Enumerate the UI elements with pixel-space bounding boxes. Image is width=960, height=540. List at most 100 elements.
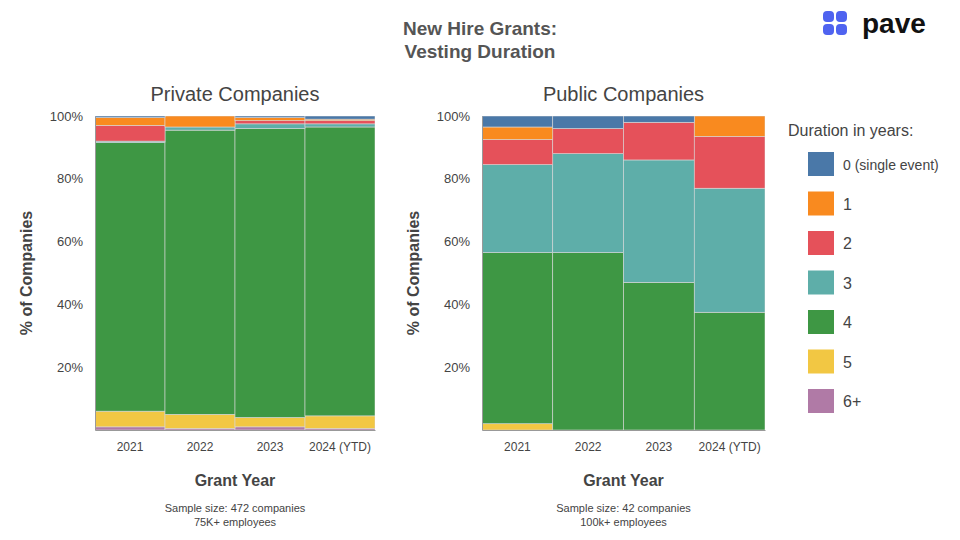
bar-segment bbox=[95, 411, 165, 427]
bar-segment bbox=[482, 253, 553, 424]
logo-dot bbox=[836, 24, 847, 35]
x-tick-label: 2024 (YTD) bbox=[309, 440, 371, 454]
chart: Private Companies 20% 40% 60% 80% 100% 2021 202… bbox=[18, 83, 376, 528]
x-tick-label: 2024 (YTD) bbox=[699, 440, 761, 454]
x-tick: 2024 (YTD) bbox=[699, 430, 761, 454]
bar-segment bbox=[235, 124, 305, 129]
bar-segment bbox=[235, 118, 305, 121]
title: Vesting Duration bbox=[405, 41, 556, 62]
y-tick: 60% bbox=[57, 234, 95, 249]
bar-segment bbox=[482, 424, 553, 430]
bar-segment bbox=[165, 130, 235, 414]
y-tick-label: 60% bbox=[444, 234, 470, 249]
bar-segment bbox=[624, 282, 695, 430]
y-axis: 20% 40% 60% 80% 100% bbox=[50, 109, 96, 431]
y-tick: 80% bbox=[444, 171, 482, 186]
logo-dot bbox=[823, 11, 834, 22]
y-tick-label: 40% bbox=[444, 297, 470, 312]
bar-segment bbox=[305, 124, 375, 127]
y-tick-label: 100% bbox=[437, 109, 471, 124]
y-axis-title: % of Companies bbox=[405, 211, 422, 336]
note: Sample size: 472 companies bbox=[165, 502, 306, 514]
bar-segment bbox=[482, 140, 553, 165]
x-tick-label: 2023 bbox=[646, 440, 673, 454]
logo-dot bbox=[836, 11, 847, 22]
y-axis: 20% 40% 60% 80% 100% bbox=[437, 109, 483, 431]
bar-segment bbox=[694, 188, 765, 312]
bar-segment bbox=[235, 116, 305, 118]
y-tick-label: 100% bbox=[50, 109, 84, 124]
bar-segment bbox=[95, 143, 165, 411]
legend-swatch bbox=[808, 310, 834, 334]
x-tick: 2021 bbox=[504, 430, 531, 454]
bar-segment bbox=[482, 165, 553, 253]
legend-label: 3 bbox=[843, 275, 852, 292]
y-tick: 80% bbox=[57, 171, 95, 186]
legend-swatch bbox=[808, 231, 834, 255]
title: New Hire Grants: bbox=[403, 18, 557, 39]
legend-swatch bbox=[808, 350, 834, 374]
bar-segment bbox=[235, 417, 305, 426]
y-axis-line bbox=[482, 117, 483, 431]
x-axis: 2021 2022 2023 2024 (YTD) bbox=[483, 430, 766, 454]
y-tick-label: 60% bbox=[57, 234, 83, 249]
bar-segment bbox=[305, 121, 375, 124]
legend-swatch bbox=[808, 389, 834, 413]
y-tick: 20% bbox=[57, 360, 95, 375]
x-tick-label: 2021 bbox=[117, 440, 144, 454]
bar-segment bbox=[482, 116, 553, 127]
legend-label: 6+ bbox=[843, 393, 861, 410]
x-axis-line bbox=[483, 430, 766, 431]
y-tick: 40% bbox=[444, 297, 482, 312]
bar-segment bbox=[165, 414, 235, 428]
x-tick-label: 2023 bbox=[257, 440, 284, 454]
bar-segment bbox=[305, 116, 375, 119]
bar-segment bbox=[694, 116, 765, 117]
y-tick-label: 20% bbox=[57, 360, 83, 375]
x-axis-title: Grant Year bbox=[195, 472, 276, 489]
y-tick: 20% bbox=[444, 360, 482, 375]
legend-swatch bbox=[808, 192, 834, 216]
x-tick-label: 2022 bbox=[187, 440, 214, 454]
bar-segment bbox=[694, 312, 765, 430]
y-tick: 100% bbox=[50, 109, 95, 124]
bars bbox=[482, 116, 765, 430]
x-axis-line bbox=[96, 430, 376, 431]
logo-text: pave bbox=[862, 8, 926, 39]
note: 100k+ employees bbox=[580, 516, 667, 528]
legend: Duration in years:0 (single event)123456… bbox=[788, 122, 939, 413]
legend-label: 4 bbox=[843, 314, 852, 331]
y-axis-line bbox=[95, 117, 96, 431]
legend-label: 2 bbox=[843, 235, 852, 252]
y-tick-label: 80% bbox=[57, 171, 83, 186]
chart-root: New Hire Grants:Vesting Duration pave Priv… bbox=[0, 0, 960, 540]
bar-segment bbox=[553, 116, 624, 129]
y-tick-label: 80% bbox=[444, 171, 470, 186]
x-axis-title: Grant Year bbox=[583, 472, 664, 489]
legend-label: 1 bbox=[843, 196, 852, 213]
x-tick: 2024 (YTD) bbox=[309, 430, 371, 454]
bar-segment bbox=[95, 125, 165, 141]
bar-segment bbox=[165, 116, 235, 127]
chart-title: Private Companies bbox=[151, 83, 320, 105]
y-axis-title: % of Companies bbox=[18, 211, 35, 336]
chart: Public Companies20%40%60%80%100%20212022… bbox=[405, 83, 766, 528]
legend-swatch bbox=[808, 271, 834, 295]
x-tick: 2022 bbox=[187, 430, 214, 454]
bar-segment bbox=[624, 116, 695, 122]
x-tick: 2022 bbox=[575, 430, 602, 454]
bar-segment bbox=[165, 127, 235, 130]
y-tick: 40% bbox=[57, 297, 95, 312]
x-tick: 2021 bbox=[117, 430, 144, 454]
logo-dot bbox=[823, 24, 834, 35]
bar-segment bbox=[624, 122, 695, 160]
bar-segment bbox=[235, 121, 305, 124]
x-tick-label: 2021 bbox=[504, 440, 531, 454]
bar-segment bbox=[95, 427, 165, 430]
bar-segment bbox=[305, 416, 375, 429]
bar-segment bbox=[235, 427, 305, 430]
y-tick-label: 20% bbox=[444, 360, 470, 375]
legend-title: Duration in years: bbox=[788, 122, 913, 139]
bar-segment bbox=[624, 160, 695, 282]
x-tick-label: 2022 bbox=[575, 440, 602, 454]
